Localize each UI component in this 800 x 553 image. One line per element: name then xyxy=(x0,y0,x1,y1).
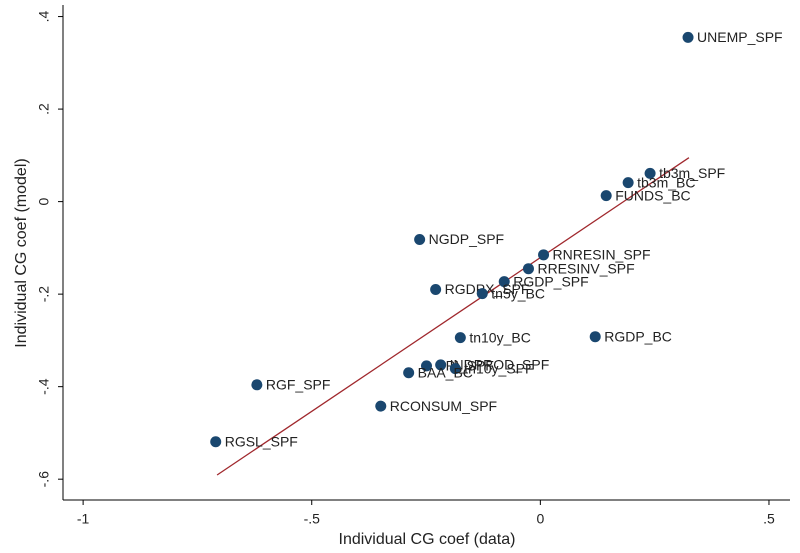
fit-line xyxy=(216,157,690,476)
x-tick-label: 0 xyxy=(536,511,544,527)
point-label: NGDP_SPF xyxy=(429,231,504,247)
point xyxy=(476,288,488,300)
y-tick-label: .2 xyxy=(36,103,52,115)
x-tick-label: -1 xyxy=(77,511,90,527)
x-tick-label: .5 xyxy=(763,511,775,527)
point-label: RGSL_SPF xyxy=(225,433,298,449)
point xyxy=(251,379,263,391)
point xyxy=(644,167,656,179)
point xyxy=(600,190,612,202)
point xyxy=(430,284,442,296)
point-label: RGDP_SPF xyxy=(513,273,588,289)
x-tick-label: -.5 xyxy=(304,511,321,527)
point-label: RRESINV_SPF xyxy=(537,260,634,276)
point xyxy=(421,360,432,372)
point xyxy=(538,249,550,261)
point-label: RGDPX_SPF xyxy=(445,281,530,297)
point-label: RGDP_BC xyxy=(604,328,672,344)
y-tick-label: -.2 xyxy=(36,286,52,303)
point-label: tb3m_BC xyxy=(637,174,695,190)
point-label: UNEMP_SPF xyxy=(697,29,783,45)
point-label: RCONSUM_SPF xyxy=(390,398,497,414)
point-label: BAA_BC xyxy=(418,364,473,380)
x-axis-title: Individual CG coef (data) xyxy=(339,531,516,548)
point xyxy=(414,234,426,246)
point-label: tn10y_BC xyxy=(469,329,530,345)
point-label: RGF_SPF xyxy=(266,377,331,393)
point xyxy=(210,436,222,448)
point xyxy=(682,31,694,43)
point xyxy=(622,177,634,189)
point xyxy=(454,332,466,344)
point xyxy=(589,331,601,343)
point xyxy=(522,263,534,275)
point xyxy=(449,363,461,375)
point xyxy=(375,400,387,412)
y-tick-label: 0 xyxy=(36,198,52,206)
point-label: tn10y_SPF xyxy=(464,360,533,376)
point-label: RNRESIN_SPF xyxy=(553,247,651,263)
y-tick-label: .4 xyxy=(36,11,52,23)
y-tick-label: -.4 xyxy=(36,378,52,395)
point xyxy=(498,276,510,288)
point xyxy=(403,367,415,379)
point-label: tb3m_SPF xyxy=(659,165,725,181)
y-axis-title: Individual CG coef (model) xyxy=(13,158,30,347)
point xyxy=(435,359,447,371)
point-label: tn5y_BC xyxy=(491,285,545,301)
point-label: INDPROD_SPF xyxy=(450,357,550,373)
y-tick-label: -.6 xyxy=(36,471,52,488)
point-label: FUNDS_BC xyxy=(615,187,690,203)
